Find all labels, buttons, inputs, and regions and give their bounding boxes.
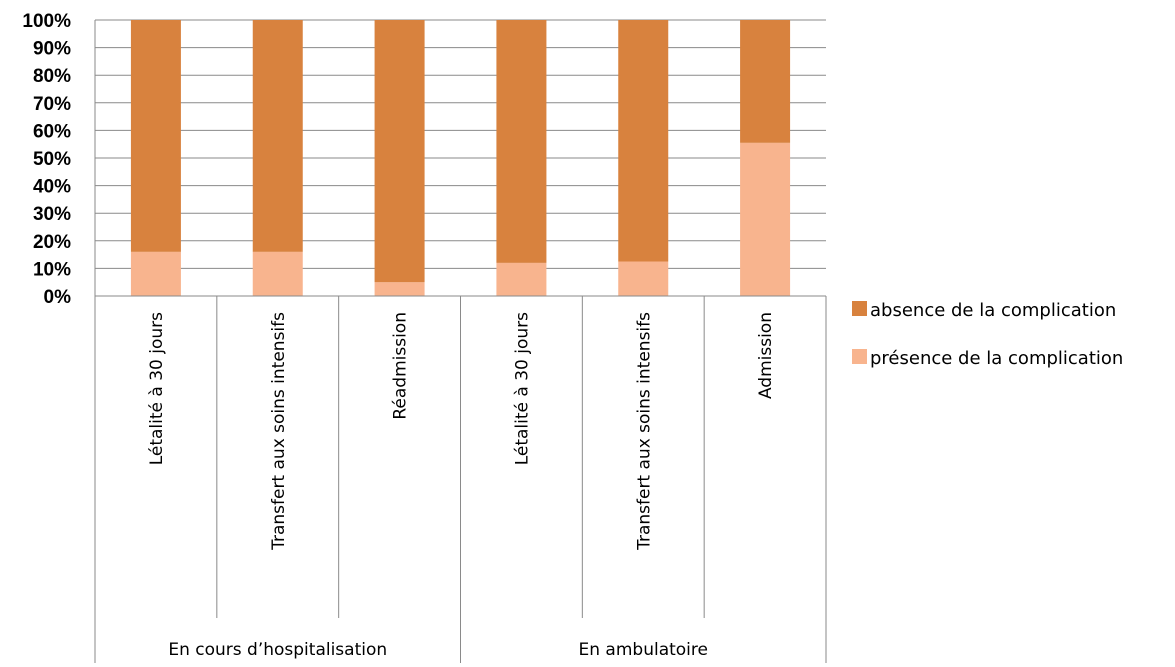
y-tick-label: 50%: [33, 149, 71, 170]
bar-segment: [130, 20, 181, 252]
category-label: Transfert aux soins intensifs: [269, 312, 289, 551]
bar-segment: [618, 261, 669, 296]
category-label: Réadmission: [391, 312, 411, 420]
y-tick-label: 80%: [33, 66, 71, 87]
y-tick-label: 70%: [33, 94, 71, 115]
category-label: Létalité à 30 jours: [147, 312, 167, 465]
legend: absence de la complication présence de la…: [852, 300, 1123, 369]
group-labels: En cours d’hospitalisation En ambulatoire: [168, 640, 708, 660]
bar-segment: [374, 20, 425, 283]
legend-swatch: [852, 349, 867, 364]
legend-label: présence de la complication: [870, 348, 1123, 369]
y-tick-label: 40%: [33, 177, 71, 198]
category-label: Létalité à 30 jours: [512, 312, 532, 465]
category-label: Admission: [756, 312, 776, 399]
legend-label: absence de la complication: [870, 300, 1116, 321]
bar-segment: [374, 282, 425, 296]
y-tick-label: 0%: [44, 287, 72, 308]
bar-segment: [130, 251, 181, 296]
y-tick-label: 90%: [33, 39, 71, 60]
y-tick-label: 100%: [22, 11, 71, 32]
gridlines: [95, 19, 826, 297]
category-label: Transfert aux soins intensifs: [634, 312, 654, 551]
y-tick-labels: 0% 10% 20% 30% 40% 50% 60% 70% 80% 90% 100%: [22, 11, 71, 308]
bar-segment: [496, 20, 547, 263]
category-labels: Létalité à 30 jours Transfert aux soins i…: [147, 312, 776, 551]
bar-segment: [740, 20, 791, 143]
group-label: En ambulatoire: [579, 640, 708, 660]
y-tick-label: 10%: [33, 259, 71, 280]
y-tick-label: 20%: [33, 232, 71, 253]
group-label: En cours d’hospitalisation: [168, 640, 387, 660]
axes: [94, 20, 827, 663]
bar-segment: [252, 20, 303, 252]
bar-segment: [740, 142, 791, 296]
y-tick-label: 30%: [33, 204, 71, 225]
bar-segment: [618, 20, 669, 262]
y-tick-label: 60%: [33, 121, 71, 142]
bars: [130, 20, 791, 296]
legend-swatch: [852, 301, 867, 316]
bar-segment: [252, 251, 303, 296]
bar-segment: [496, 262, 547, 296]
